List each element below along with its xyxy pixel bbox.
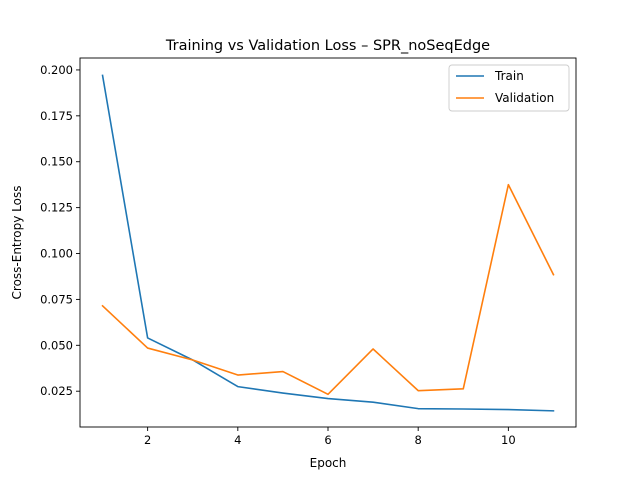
series-point-validation [101,305,103,307]
series-point-validation [417,389,419,391]
series-point-validation [237,374,239,376]
series-point-train [237,385,239,387]
series-point-validation [192,359,194,361]
x-tick-label: 8 [415,433,422,447]
y-axis-label: Cross-Entropy Loss [10,186,24,300]
series-point-train [417,407,419,409]
y-tick-label: 0.175 [40,109,73,123]
series-point-train [282,392,284,394]
series-point-train [552,410,554,412]
y-tick-label: 0.075 [40,292,73,306]
series-point-validation [146,347,148,349]
series-point-train [146,337,148,339]
series-point-train [372,401,374,403]
x-tick-label: 4 [234,433,241,447]
series-point-validation [507,183,509,185]
y-axis: 0.025 0.050 0.075 0.100 0.125 0.150 0.175 0.200 [40,63,80,398]
series-point-train [462,408,464,410]
series-point-validation [552,273,554,275]
series-point-validation [372,348,374,350]
chart-title: Training vs Validation Loss – SPR_noSeqE… [165,38,490,54]
x-tick-label: 6 [324,433,331,447]
x-tick-label: 2 [144,433,151,447]
y-tick-label: 0.150 [40,155,73,169]
legend-label-validation: Validation [495,91,554,105]
legend: Train Validation [448,64,570,112]
y-tick-label: 0.200 [40,63,73,77]
series-point-validation [282,370,284,372]
x-axis: 2 4 6 8 10 [144,427,516,447]
series-point-validation [462,388,464,390]
y-tick-label: 0.100 [40,247,73,261]
x-axis-label: Epoch [310,456,347,470]
plot-frame [79,57,577,428]
legend-label-train: Train [494,69,524,83]
series-point-validation [327,393,329,395]
y-tick-label: 0.125 [40,201,73,215]
y-tick-label: 0.050 [40,338,73,352]
y-tick-label: 0.025 [40,384,73,398]
series-point-train [327,397,329,399]
series-point-train [507,408,509,410]
x-tick-label: 10 [501,433,516,447]
series-line-train [101,74,555,412]
series-layer [101,74,555,412]
series-point-train [101,74,103,76]
series-line-validation [101,183,555,396]
